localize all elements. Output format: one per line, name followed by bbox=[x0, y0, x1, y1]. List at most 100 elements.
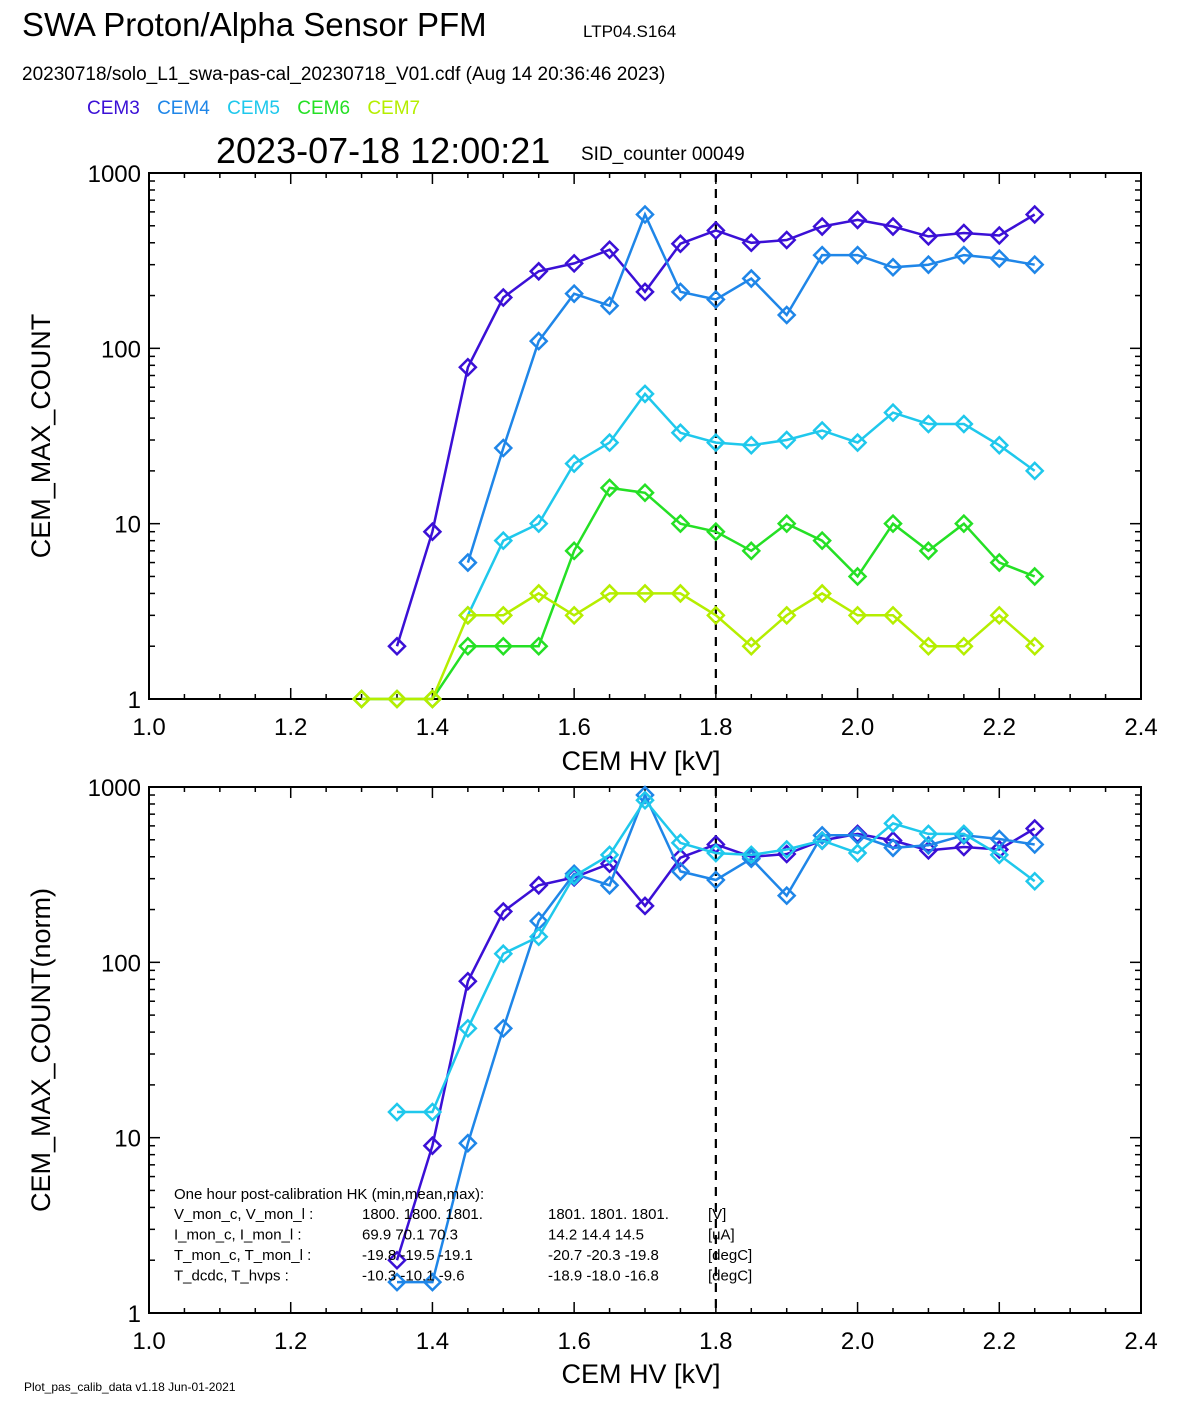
data-point bbox=[493, 943, 514, 964]
data-point bbox=[528, 875, 549, 896]
data-point bbox=[564, 863, 584, 884]
data-point bbox=[458, 552, 478, 573]
data-point bbox=[387, 689, 407, 709]
file-info: 20230718/solo_L1_swa-pas-cal_20230718_V0… bbox=[22, 64, 666, 85]
data-point bbox=[954, 223, 974, 243]
series-line bbox=[395, 213, 1036, 647]
x-tick-label: 1.0 bbox=[132, 714, 165, 741]
data-point bbox=[989, 605, 1010, 626]
data-point bbox=[954, 245, 974, 265]
data-point bbox=[493, 605, 514, 626]
data-point bbox=[458, 1133, 478, 1153]
hk-annotation: One hour post-calibration HK (min,mean,m… bbox=[174, 1186, 752, 1285]
series-cem5 bbox=[387, 790, 1045, 1122]
hk-row-unit: [uA] bbox=[708, 1227, 735, 1244]
data-point bbox=[493, 530, 514, 551]
data-point bbox=[776, 513, 797, 534]
series-line bbox=[361, 486, 1036, 701]
data-point bbox=[564, 541, 584, 561]
data-point bbox=[706, 289, 726, 310]
data-point bbox=[954, 636, 974, 656]
x-tick-label: 2.4 bbox=[1124, 714, 1157, 741]
data-point bbox=[883, 605, 903, 626]
data-point bbox=[635, 384, 655, 404]
x-tick-label: 2.2 bbox=[983, 1328, 1016, 1355]
data-point bbox=[989, 839, 1010, 860]
data-point bbox=[422, 689, 443, 709]
data-point bbox=[812, 420, 832, 441]
data-point bbox=[599, 853, 620, 874]
data-point bbox=[706, 605, 726, 626]
hk-row-values-a: 69.9 70.1 70.3 bbox=[362, 1227, 458, 1244]
x-tick-label: 2.0 bbox=[841, 714, 874, 741]
data-point bbox=[812, 583, 832, 604]
data-point bbox=[528, 636, 549, 656]
data-point bbox=[635, 790, 655, 811]
hk-row-unit: [V] bbox=[708, 1206, 726, 1223]
x-tick-label: 1.4 bbox=[416, 714, 449, 741]
data-point bbox=[599, 432, 620, 453]
series-line bbox=[466, 211, 1035, 563]
data-point bbox=[918, 835, 939, 856]
series-cem6 bbox=[351, 478, 1045, 709]
data-point bbox=[883, 216, 903, 237]
data-point bbox=[422, 1272, 443, 1292]
data-point bbox=[918, 636, 939, 656]
data-point bbox=[387, 636, 407, 656]
data-point bbox=[670, 833, 691, 853]
data-point bbox=[635, 204, 655, 225]
data-point bbox=[812, 245, 832, 265]
data-point bbox=[635, 483, 655, 503]
y-tick-label: 1000 bbox=[88, 161, 141, 188]
series-line bbox=[397, 791, 1035, 1284]
data-point bbox=[812, 216, 832, 237]
legend-item-cem4: CEM4 bbox=[157, 98, 210, 119]
data-point bbox=[564, 605, 584, 626]
x-tick-label: 1.2 bbox=[274, 714, 307, 741]
data-point bbox=[706, 220, 726, 241]
data-point bbox=[670, 847, 691, 868]
data-point bbox=[883, 513, 903, 534]
data-point bbox=[387, 1102, 407, 1122]
data-point bbox=[458, 605, 478, 626]
y-tick-label: 100 bbox=[101, 336, 141, 363]
data-point bbox=[599, 478, 620, 498]
x-tick-label: 2.0 bbox=[841, 1328, 874, 1355]
x-tick-label: 1.2 bbox=[274, 1328, 307, 1355]
data-point bbox=[741, 233, 762, 253]
data-point bbox=[1024, 834, 1045, 855]
y-tick-label: 1000 bbox=[88, 775, 141, 802]
hk-row-label: T_dcdc, T_hvps : bbox=[174, 1268, 289, 1285]
y-axis-label: CEM_MAX_COUNT bbox=[26, 314, 56, 559]
series-cem4 bbox=[458, 204, 1045, 573]
x-tick-label: 1.0 bbox=[132, 1328, 165, 1355]
y-tick-label: 10 bbox=[114, 1126, 141, 1153]
data-point bbox=[528, 583, 549, 604]
data-point bbox=[422, 521, 443, 542]
chart-1: 1.0 1.2 1.4 1.6 1.8 2.0 2.2 2.4 1 10 100 1000 CEM HV… bbox=[26, 161, 1158, 776]
data-point bbox=[918, 824, 939, 844]
data-point bbox=[776, 839, 797, 860]
data-point bbox=[706, 843, 726, 863]
series-cem5 bbox=[458, 384, 1045, 626]
data-point bbox=[989, 225, 1010, 246]
data-point bbox=[1024, 636, 1045, 656]
data-point bbox=[847, 605, 868, 626]
data-point bbox=[706, 432, 726, 453]
page-title: SWA Proton/Alpha Sensor PFM bbox=[22, 6, 487, 43]
x-tick-label: 1.6 bbox=[557, 714, 590, 741]
data-point bbox=[670, 583, 691, 604]
data-point bbox=[635, 785, 655, 805]
data-point bbox=[635, 896, 655, 916]
footer-version: Plot_pas_calib_data v1.18 Jun-01-2021 bbox=[24, 1380, 236, 1394]
legend-item-cem7: CEM7 bbox=[367, 98, 421, 119]
x-tick-label: 1.4 bbox=[416, 1328, 449, 1355]
y-tick-label: 1 bbox=[128, 1301, 141, 1328]
hk-row-label: I_mon_c, I_mon_l : bbox=[174, 1227, 302, 1244]
data-point bbox=[599, 875, 620, 896]
data-point bbox=[493, 287, 514, 308]
data-point bbox=[918, 226, 939, 247]
data-point bbox=[954, 824, 974, 844]
data-point bbox=[458, 357, 478, 378]
